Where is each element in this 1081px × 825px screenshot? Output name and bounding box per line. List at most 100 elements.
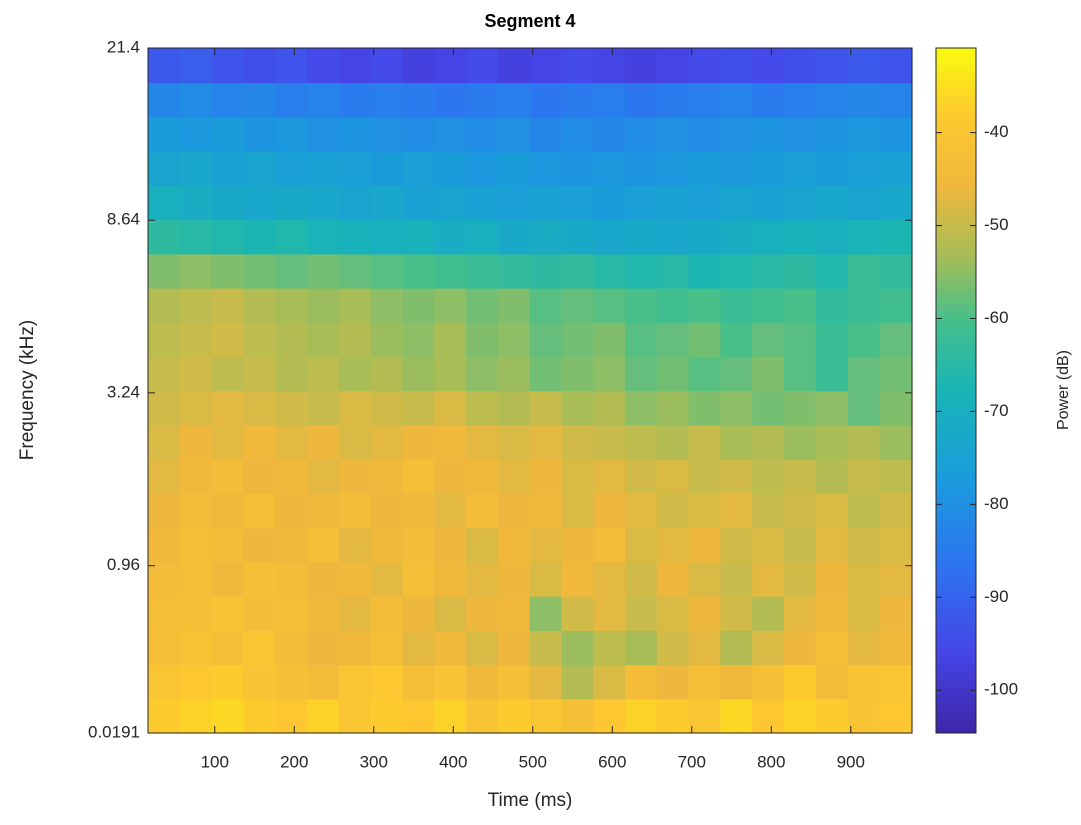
heatmap-cell — [656, 287, 690, 323]
heatmap-cell — [656, 253, 690, 289]
heatmap-cell — [593, 219, 626, 255]
heatmap-cell — [497, 390, 531, 426]
heatmap-cell — [148, 322, 181, 357]
heatmap-cell — [275, 664, 308, 700]
heatmap-cell — [402, 698, 435, 734]
heatmap-cell — [466, 596, 499, 631]
heatmap-cell — [561, 493, 594, 529]
heatmap-cell — [179, 253, 213, 289]
heatmap-cell — [656, 48, 690, 84]
heatmap-cell — [752, 219, 785, 255]
heatmap-cell — [720, 322, 753, 357]
heatmap-cell — [466, 287, 499, 323]
heatmap-cell — [434, 698, 467, 734]
heatmap-cell — [179, 48, 213, 84]
heatmap-cell — [370, 219, 404, 255]
heatmap-cell — [148, 48, 181, 84]
heatmap-cell — [370, 698, 404, 734]
heatmap-cell — [688, 527, 722, 563]
heatmap-cell — [593, 82, 626, 118]
heatmap-cell — [561, 253, 594, 289]
heatmap-cell — [338, 185, 372, 221]
heatmap-cell — [211, 493, 245, 529]
heatmap-cell — [815, 493, 849, 529]
heatmap-cell — [561, 287, 594, 323]
heatmap-cell — [179, 151, 213, 186]
heatmap-cell — [593, 561, 626, 597]
y-tick-label: 8.64 — [107, 210, 140, 229]
heatmap-cell — [497, 287, 531, 323]
heatmap-cell — [752, 459, 785, 494]
heatmap-cell — [434, 185, 467, 221]
heatmap-cell — [148, 424, 181, 460]
heatmap-cell — [625, 356, 658, 392]
plot-frame — [147, 47, 913, 734]
heatmap-cell — [879, 287, 913, 323]
heatmap-cell — [561, 698, 594, 734]
heatmap-cell — [497, 664, 531, 700]
heatmap-cell — [148, 390, 181, 426]
heatmap-cell — [720, 116, 753, 152]
heatmap-cell — [243, 322, 276, 357]
heatmap-cell — [688, 322, 722, 357]
heatmap-cell — [275, 322, 308, 357]
heatmap-cell — [370, 527, 404, 563]
heatmap-cell — [370, 664, 404, 700]
heatmap-cell — [879, 493, 913, 529]
heatmap-cell — [784, 561, 817, 597]
heatmap-cell — [784, 459, 817, 494]
y-tick-label: 21.4 — [107, 37, 140, 56]
heatmap-cell — [688, 698, 722, 734]
x-tick-label: 600 — [598, 752, 626, 771]
heatmap-cell — [847, 459, 881, 494]
heatmap-cell — [625, 287, 658, 323]
heatmap-cell — [211, 356, 245, 392]
heatmap-cell — [815, 116, 849, 152]
heatmap-cell — [720, 527, 753, 563]
heatmap-cell — [307, 390, 340, 426]
heatmap-cell — [243, 596, 276, 631]
heatmap-cell — [370, 596, 404, 631]
heatmap-cell — [211, 459, 245, 494]
colorbar-tick-label: -100 — [984, 680, 1018, 699]
heatmap-cell — [275, 459, 308, 494]
heatmap-cell — [656, 527, 690, 563]
heatmap-cell — [593, 527, 626, 563]
heatmap-cell — [720, 493, 753, 529]
heatmap-cell — [752, 253, 785, 289]
heatmap-cell — [243, 116, 276, 152]
heatmap-cell — [211, 253, 245, 289]
heatmap-cell — [847, 424, 881, 460]
heatmap-cell — [148, 219, 181, 255]
heatmap-cell — [815, 185, 849, 221]
heatmap-cell — [243, 493, 276, 529]
heatmap-cell — [879, 390, 913, 426]
heatmap-cell — [466, 116, 499, 152]
heatmap-cell — [402, 287, 435, 323]
heatmap-cell — [434, 356, 467, 392]
heatmap-cell — [434, 287, 467, 323]
heatmap-cell — [275, 493, 308, 529]
heatmap-cell — [497, 185, 531, 221]
heatmap-cell — [529, 185, 563, 221]
heatmap-cell — [466, 253, 499, 289]
heatmap-cell — [243, 82, 276, 118]
heatmap-cell — [688, 253, 722, 289]
heatmap-cell — [688, 664, 722, 700]
heatmap-cell — [593, 48, 626, 84]
y-axis-label: Frequency (kHz) — [17, 320, 38, 460]
heatmap-cell — [815, 151, 849, 186]
heatmap-cell — [338, 253, 372, 289]
heatmap-cell — [656, 82, 690, 118]
heatmap-cell — [243, 151, 276, 186]
heatmap-cell — [784, 664, 817, 700]
heatmap-cell — [656, 596, 690, 631]
heatmap-cell — [211, 698, 245, 734]
heatmap-cell — [466, 219, 499, 255]
heatmap-cell — [529, 82, 563, 118]
heatmap-cell — [307, 596, 340, 631]
heatmap-cell — [847, 82, 881, 118]
heatmap-cell — [434, 151, 467, 186]
heatmap-cell — [338, 698, 372, 734]
heatmap-cell — [402, 116, 435, 152]
